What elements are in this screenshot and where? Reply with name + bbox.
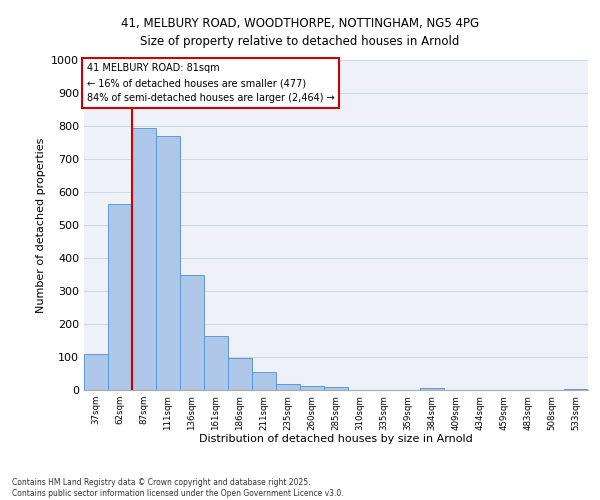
Y-axis label: Number of detached properties: Number of detached properties (35, 138, 46, 312)
Bar (84, 354, 108, 390)
Bar (132, 128, 156, 390)
Bar (252, 372, 276, 390)
Text: Size of property relative to detached houses in Arnold: Size of property relative to detached ho… (140, 35, 460, 48)
Bar (228, 358, 252, 390)
Bar (180, 274, 204, 390)
Bar (564, 389, 588, 390)
Bar (300, 386, 324, 390)
Text: Contains HM Land Registry data © Crown copyright and database right 2025.
Contai: Contains HM Land Registry data © Crown c… (12, 478, 344, 498)
Bar (276, 384, 300, 390)
Bar (108, 204, 132, 390)
Bar (324, 388, 348, 390)
Text: 41, MELBURY ROAD, WOODTHORPE, NOTTINGHAM, NG5 4PG: 41, MELBURY ROAD, WOODTHORPE, NOTTINGHAM… (121, 18, 479, 30)
Bar (204, 336, 228, 390)
Text: 41 MELBURY ROAD: 81sqm
← 16% of detached houses are smaller (477)
84% of semi-de: 41 MELBURY ROAD: 81sqm ← 16% of detached… (86, 64, 334, 103)
X-axis label: Distribution of detached houses by size in Arnold: Distribution of detached houses by size … (199, 434, 473, 444)
Bar (420, 388, 444, 390)
Bar (156, 136, 180, 390)
